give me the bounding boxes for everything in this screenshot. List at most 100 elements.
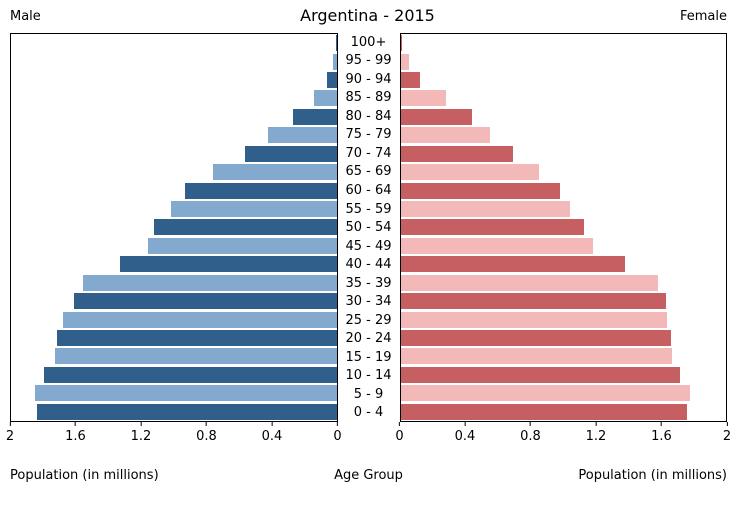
female-bar-100plus [400,35,403,52]
female-bar-90-94 [400,72,421,89]
female-bars-panel [399,33,727,422]
female-bar-70-74 [400,145,513,162]
male-axis-tick-0.4: 0.4 [261,422,283,444]
ticks-row: 2 1.6 1.2 0.8 0.4 0 0 0.4 0.8 1.2 1.6 2 [6,422,731,446]
female-axis-tick-label: 0.8 [520,429,541,444]
age-group-label-65-69: 65 - 69 [345,164,392,180]
female-axis-tick-mark [661,422,662,426]
male-axis-ticks: 2 1.6 1.2 0.8 0.4 0 [6,422,342,446]
age-group-label-95-99: 95 - 99 [345,53,392,69]
female-axis-tick-mark [726,422,728,426]
female-axis-tick-label: 1.2 [585,429,607,444]
male-row-85-89 [11,89,337,107]
female-side-label: Female [679,9,727,24]
female-row-95-99 [400,52,727,70]
age-group-label-50-54: 50 - 54 [345,220,392,236]
female-row-35-39 [400,273,727,291]
male-axis-tick-label: 0 [333,429,342,444]
female-bar-80-84 [400,108,473,125]
age-group-label-85-89: 85 - 89 [345,90,392,106]
male-axis-tick-2: 2 [6,422,14,444]
female-bar-65-69 [400,164,539,181]
male-axis-tick-mark [140,422,142,426]
male-bar-5-9 [35,385,337,402]
right-axis-label: Population (in millions) [578,468,727,483]
female-row-75-79 [400,126,727,144]
female-axis-tick-mark [464,422,466,426]
female-row-50-54 [400,218,727,236]
female-row-15-19 [400,347,727,365]
male-row-25-29 [11,310,337,328]
male-row-80-84 [11,108,337,126]
male-row-60-64 [11,181,337,199]
chart-title: Argentina - 2015 [300,6,435,25]
age-group-label-45-49: 45 - 49 [345,238,392,254]
male-bar-40-44 [120,256,337,273]
age-group-label-35-39: 35 - 39 [345,275,392,291]
left-axis-label: Population (in millions) [10,468,159,483]
female-bar-15-19 [400,348,673,365]
female-row-0-4 [400,402,727,420]
male-bar-70-74 [245,145,337,162]
male-bar-20-24 [56,329,337,346]
male-axis-tick-label: 2 [5,429,15,444]
age-group-label-60-64: 60 - 64 [345,183,392,199]
female-axis-ticks: 0 0.4 0.8 1.2 1.6 2 [395,422,731,446]
age-group-labels-column: 100+ 95 - 99 90 - 94 85 - 89 80 - 84 75 - 79 7… [338,33,400,422]
female-axis-tick-2: 2 [723,422,731,444]
female-bar-60-64 [400,182,560,199]
male-bar-85-89 [313,90,337,107]
female-bar-40-44 [400,256,626,273]
age-group-label-20-24: 20 - 24 [345,331,392,347]
male-axis-tick-label: 0.4 [261,429,283,444]
female-bar-20-24 [400,329,671,346]
male-side-label: Male [10,9,41,24]
female-bar-35-39 [400,274,658,291]
male-bar-35-39 [82,274,337,291]
male-row-100plus [11,34,337,52]
male-bar-55-59 [170,201,337,217]
male-row-20-24 [11,329,337,347]
female-row-70-74 [400,145,727,163]
male-bars-panel [10,33,338,422]
male-row-5-9 [11,384,337,402]
female-row-20-24 [400,329,727,347]
female-row-55-59 [400,200,727,218]
male-axis-tick-label: 1.6 [65,429,86,444]
male-axis-tick-0.8: 0.8 [196,422,217,444]
male-axis-tick-mark [9,422,11,426]
male-axis-tick-label: 0.8 [196,429,217,444]
male-bar-60-64 [185,182,337,199]
male-axis-tick-0: 0 [333,422,342,444]
female-row-60-64 [400,181,727,199]
female-row-30-34 [400,292,727,310]
female-row-25-29 [400,310,727,328]
female-bar-30-34 [400,293,666,310]
male-row-95-99 [11,52,337,70]
female-row-40-44 [400,255,727,273]
female-bar-45-49 [400,237,593,254]
female-axis-tick-mark [530,422,531,426]
age-group-label-15-19: 15 - 19 [345,349,392,365]
male-row-0-4 [11,402,337,420]
age-group-label-10-14: 10 - 14 [345,368,392,384]
male-axis-tick-mark [75,422,76,426]
male-bar-10-14 [43,366,337,383]
male-axis-tick-mark [271,422,273,426]
age-group-label-30-34: 30 - 34 [345,294,392,310]
male-row-55-59 [11,200,337,218]
male-row-90-94 [11,71,337,89]
male-bar-45-49 [147,237,337,254]
male-row-45-49 [11,237,337,255]
male-row-15-19 [11,347,337,365]
female-row-5-9 [400,384,727,402]
male-row-70-74 [11,145,337,163]
plots-row: 100+ 95 - 99 90 - 94 85 - 89 80 - 84 75 - 79 7… [10,33,727,422]
female-row-80-84 [400,108,727,126]
age-group-label-100plus: 100+ [350,34,387,50]
male-axis-tick-mark [206,422,207,426]
female-axis-tick-mark [595,422,597,426]
female-axis-tick-0: 0 [395,422,404,444]
male-bar-100plus [335,35,337,52]
female-bar-95-99 [400,53,409,70]
